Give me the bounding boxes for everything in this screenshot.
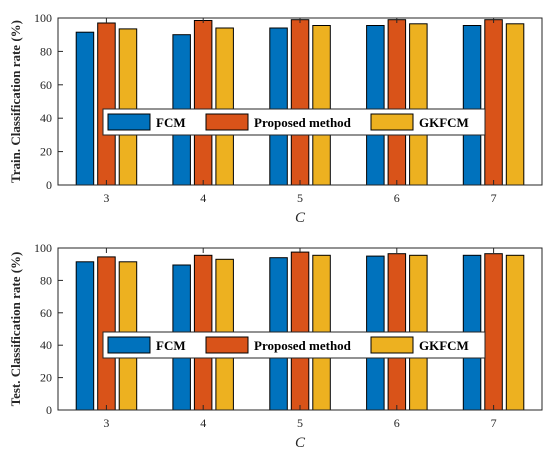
y-tick-label: 100 bbox=[34, 11, 52, 25]
bar-proposed-method-c5 bbox=[290, 19, 310, 186]
x-axis-title: C bbox=[295, 210, 306, 226]
x-axis-title: C bbox=[295, 435, 306, 451]
bar-fcm-c7 bbox=[462, 25, 482, 186]
legend-box bbox=[102, 331, 486, 359]
y-tick-label: 60 bbox=[40, 306, 52, 320]
legend-label-gkfcm: GKFCM bbox=[419, 338, 469, 353]
bar-gkfcm-c3 bbox=[118, 28, 138, 186]
bar-gkfcm-c7 bbox=[505, 23, 525, 186]
x-tick-label: 7 bbox=[491, 416, 497, 430]
x-tick-label: 6 bbox=[394, 416, 400, 430]
x-tick-label: 3 bbox=[103, 191, 109, 205]
y-tick-label: 20 bbox=[40, 145, 52, 159]
y-axis-title: Train. Classification rate (%) bbox=[8, 20, 23, 183]
bar-proposed-method-c5 bbox=[290, 251, 310, 411]
bar-proposed-method-c7 bbox=[484, 19, 503, 186]
bar-fcm-c6 bbox=[366, 25, 385, 186]
y-tick-label: 80 bbox=[40, 44, 52, 58]
legend-label-proposed-method: Proposed method bbox=[254, 115, 352, 130]
legend-label-fcm: FCM bbox=[156, 338, 186, 353]
legend-swatch-proposed-method bbox=[205, 113, 249, 131]
x-tick-label: 7 bbox=[491, 191, 497, 205]
x-tick-label: 4 bbox=[200, 191, 206, 205]
chart-panel-1: 0 20 40 60 80 100 3 4 5 6 7 C Train. Classification … bbox=[8, 11, 543, 226]
bar-proposed-method-c3 bbox=[97, 22, 116, 186]
legend-label-fcm: FCM bbox=[156, 115, 186, 130]
bar-gkfcm-c5 bbox=[312, 25, 331, 186]
y-tick-label: 20 bbox=[40, 371, 52, 385]
bar-gkfcm-c4 bbox=[215, 27, 234, 186]
y-tick-label: 40 bbox=[40, 338, 52, 352]
y-tick-label: 100 bbox=[34, 241, 52, 255]
x-tick-label: 4 bbox=[200, 416, 206, 430]
legend-label-proposed-method: Proposed method bbox=[254, 338, 352, 353]
x-tick-label: 3 bbox=[103, 416, 109, 430]
bar-fcm-c5 bbox=[269, 27, 288, 186]
chart-panel-2: 0 20 40 60 80 100 3 4 5 6 7 C Test. Classification r… bbox=[8, 241, 543, 451]
y-tick-label: 40 bbox=[40, 111, 52, 125]
legend-swatch-gkfcm bbox=[370, 113, 414, 131]
legend-swatch-proposed-method bbox=[205, 336, 249, 354]
y-tick-label: 60 bbox=[40, 78, 52, 92]
legend-swatch-fcm bbox=[107, 336, 151, 354]
y-tick-label: 0 bbox=[46, 403, 52, 417]
bar-proposed-method-c4 bbox=[193, 20, 213, 186]
y-axis-title: Test. Classification rate (%) bbox=[8, 252, 23, 407]
bar-proposed-method-c7 bbox=[484, 253, 503, 411]
legend-swatch-fcm bbox=[107, 113, 151, 131]
x-tick-label: 5 bbox=[297, 416, 303, 430]
legend-box bbox=[102, 108, 486, 136]
bar-fcm-c3 bbox=[75, 31, 95, 186]
bar-fcm-c3 bbox=[75, 261, 95, 411]
y-tick-label: 80 bbox=[40, 273, 52, 287]
legend: FCM Proposed method GKFCM bbox=[102, 108, 486, 136]
bar-gkfcm-c7 bbox=[505, 254, 525, 411]
y-tick-label: 0 bbox=[46, 178, 52, 192]
legend: FCM Proposed method GKFCM bbox=[102, 331, 486, 359]
x-tick-label: 6 bbox=[394, 191, 400, 205]
bar-gkfcm-c6 bbox=[409, 23, 428, 186]
legend-swatch-gkfcm bbox=[370, 336, 414, 354]
legend-label-gkfcm: GKFCM bbox=[419, 115, 469, 130]
x-tick-label: 5 bbox=[297, 191, 303, 205]
bar-proposed-method-c6 bbox=[387, 19, 407, 186]
